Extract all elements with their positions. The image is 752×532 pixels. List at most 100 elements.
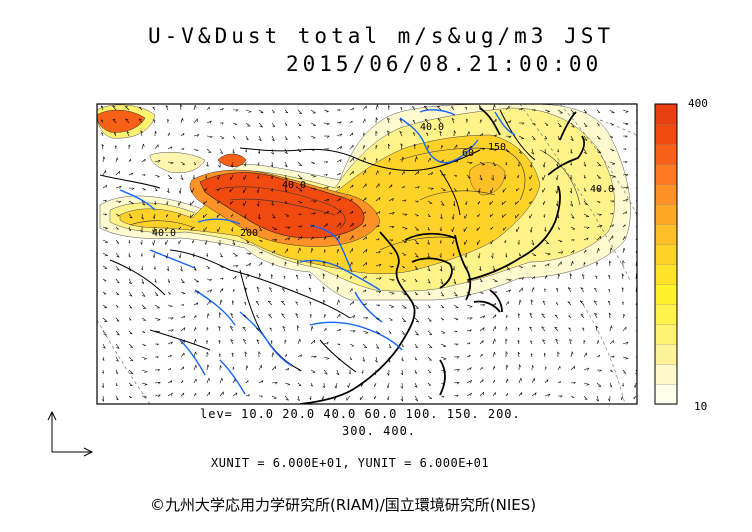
wind-arrow-head <box>465 106 468 109</box>
wind-arrow-head <box>573 250 575 253</box>
wind-arrow-head <box>482 392 485 396</box>
wind-arrow <box>594 288 598 293</box>
wind-arrow <box>453 317 459 320</box>
wind-arrow <box>505 252 508 258</box>
wind-arrow <box>362 262 368 267</box>
contour-levels-line1: lev= 10.0 20.0 40.0 60.0 100. 150. 200. <box>200 407 521 421</box>
wind-arrow-head <box>545 242 549 245</box>
wind-arrow <box>297 122 302 127</box>
wind-arrow <box>502 187 507 193</box>
wind-arrow-head <box>571 126 575 128</box>
wind-arrow <box>492 148 497 151</box>
wind-arrow-head <box>105 228 108 230</box>
wind-arrow-head <box>479 105 482 108</box>
wind-arrow <box>189 213 195 218</box>
wind-arrow <box>295 274 299 280</box>
wind-arrow <box>180 118 183 124</box>
wind-arrow-head <box>128 268 132 272</box>
wind-arrow <box>258 213 261 220</box>
wind-arrow-head <box>532 365 534 368</box>
wind-arrow-head <box>401 359 404 362</box>
wind-arrow <box>453 187 457 192</box>
wind-arrow <box>375 170 379 176</box>
wind-arrow-head <box>377 238 380 241</box>
wind-arrow-head <box>116 281 120 284</box>
wind-arrow <box>387 130 390 137</box>
wind-arrow <box>622 173 629 176</box>
wind-arrow-head <box>451 106 454 108</box>
wind-arrow <box>583 352 587 358</box>
wind-arrow-head <box>300 225 303 228</box>
wind-arrow-head <box>427 281 431 284</box>
wind-arrow-head <box>220 255 223 258</box>
wind-arrow-head <box>119 186 122 189</box>
wind-arrow <box>193 351 196 358</box>
wind-arrow-head <box>101 398 104 402</box>
wind-arrow <box>362 330 369 333</box>
wind-arrow <box>141 265 143 270</box>
wind-arrow-head <box>167 190 170 193</box>
wind-arrow <box>414 170 419 176</box>
wind-arrow-head <box>299 213 302 216</box>
wind-arrow <box>206 289 213 293</box>
wind-arrow <box>271 262 274 267</box>
wind-arrow-head <box>182 118 184 121</box>
wind-arrow <box>180 278 185 284</box>
wind-arrow <box>206 252 209 257</box>
wind-arrow <box>451 106 455 111</box>
wind-arrow <box>478 252 481 259</box>
wind-arrow-head <box>217 176 219 180</box>
wind-arrow-head <box>521 108 523 111</box>
wind-arrow-head <box>442 345 446 347</box>
wind-arrow-head <box>621 287 625 290</box>
wind-arrow-head <box>245 150 247 153</box>
wind-arrow-head <box>470 380 472 384</box>
wind-arrow <box>217 200 221 204</box>
wind-arrow <box>284 368 290 371</box>
wind-arrow <box>501 200 507 206</box>
wind-arrow <box>567 301 572 306</box>
wind-arrow <box>192 239 195 244</box>
wind-arrow <box>556 287 559 293</box>
wind-arrow <box>271 366 277 371</box>
wind-arrow <box>232 148 235 154</box>
wind-arrow <box>375 211 381 215</box>
wind-arrow-head <box>259 273 262 277</box>
wind-arrow-head <box>104 213 107 216</box>
wind-arrow <box>622 122 629 124</box>
wind-arrow-head <box>542 164 545 168</box>
wind-arrow <box>101 132 104 137</box>
wind-arrow-head <box>128 229 131 232</box>
wind-arrow-head <box>322 273 326 277</box>
colorbar-swatch <box>654 203 678 225</box>
wind-arrow-head <box>352 330 356 333</box>
wind-arrow-head <box>504 241 506 244</box>
wind-arrow-head <box>340 146 343 150</box>
wind-arrow <box>518 299 521 306</box>
wind-arrow <box>154 330 160 332</box>
wind-arrow <box>595 275 598 280</box>
wind-arrow <box>440 382 446 385</box>
wind-arrow <box>530 340 533 345</box>
wind-arrow <box>570 381 576 384</box>
wind-arrow-head <box>365 317 369 320</box>
wind-arrow <box>180 392 185 397</box>
wind-arrow <box>310 382 313 387</box>
wind-arrow-head <box>399 131 403 134</box>
wind-arrow-head <box>153 119 156 121</box>
wind-arrow-head <box>454 190 457 192</box>
wind-arrow <box>401 156 403 163</box>
wind-arrow <box>102 278 107 282</box>
wind-arrow-head <box>171 393 173 396</box>
wind-arrow <box>530 299 533 306</box>
wind-arrow-head <box>400 372 404 376</box>
wind-arrow-head <box>623 247 626 251</box>
wind-arrow-head <box>639 344 641 345</box>
wind-arrow <box>440 187 446 191</box>
wind-arrow <box>206 120 212 124</box>
wind-arrow-head <box>154 203 156 205</box>
wind-arrow-head <box>452 268 455 271</box>
wind-arrow-head <box>337 249 340 252</box>
wind-arrow-head <box>427 145 430 148</box>
wind-arrow-head <box>128 282 132 285</box>
